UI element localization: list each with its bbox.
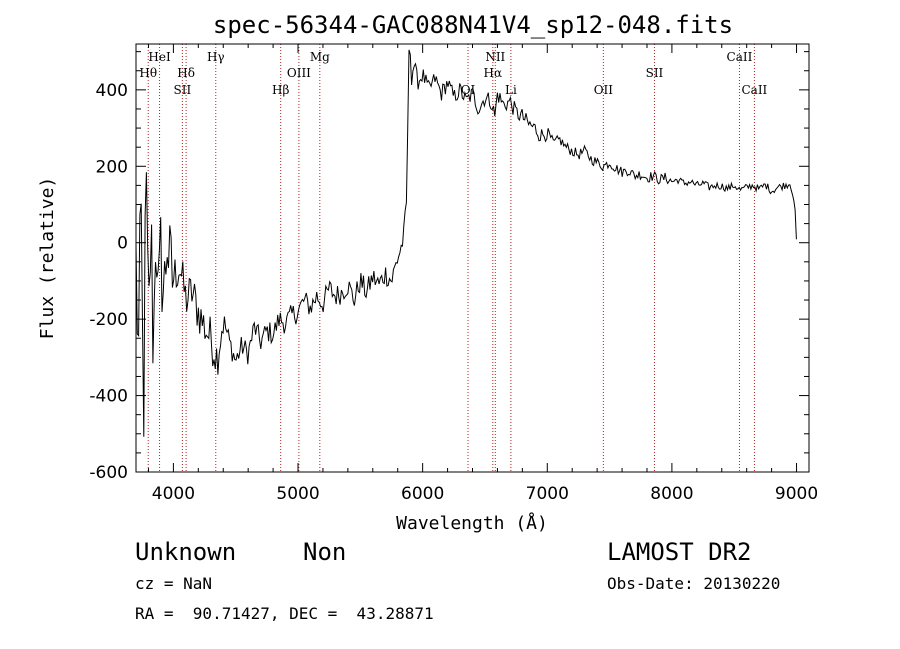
line-label-0: Hθ [139, 66, 157, 80]
plot-frame [135, 43, 810, 473]
y-tick-label-0: -600 [89, 463, 128, 483]
y-tick-label-4: 200 [96, 157, 128, 177]
line-label-15: CaII [741, 83, 767, 97]
line-label-1: HeI [148, 50, 171, 64]
object-class: Unknown [135, 538, 237, 566]
object-subclass: Non [303, 538, 347, 566]
sky-coordinates: RA = 90.71427, DEC = 43.28871 [135, 604, 434, 623]
y-tick-label-3: 0 [117, 234, 128, 254]
x-tick-label-4: 8000 [650, 484, 693, 504]
y-tick-label-2: -200 [89, 310, 128, 330]
x-tick-label-1: 5000 [276, 484, 319, 504]
observation-date: Obs-Date: 20130220 [607, 574, 781, 593]
line-label-6: OIII [287, 66, 311, 80]
line-label-3: SII [174, 83, 192, 97]
line-label-10: Hα [484, 66, 503, 80]
line-label-7: Mg [310, 50, 330, 64]
y-axis-label: Flux (relative) [37, 177, 58, 340]
line-label-2: Hδ [177, 66, 195, 80]
line-label-9: NII [485, 50, 505, 64]
y-tick-label-5: 400 [96, 81, 128, 101]
survey-name: LAMOST DR2 [607, 538, 752, 566]
line-label-4: Hγ [207, 50, 225, 64]
line-label-11: Li [505, 83, 517, 97]
x-tick-label-5: 9000 [775, 484, 818, 504]
x-tick-label-2: 6000 [401, 484, 444, 504]
y-tick-label-1: -400 [89, 387, 128, 407]
x-tick-label-0: 4000 [152, 484, 195, 504]
line-label-12: OII [594, 83, 614, 97]
x-tick-label-3: 7000 [526, 484, 569, 504]
spectrum-line [135, 49, 797, 437]
line-label-13: SII [646, 66, 664, 80]
chart-title: spec-56344-GAC088N41V4_sp12-048.fits [213, 11, 733, 39]
x-axis-label: Wavelength (Å) [396, 512, 548, 534]
line-label-14: CaII [727, 50, 753, 64]
redshift-cz: cz = NaN [135, 574, 213, 593]
axes: 4000 5000 6000 7000 8000 9000 -600 -400 -200 0 200… [89, 44, 818, 504]
line-label-5: Hβ [272, 83, 289, 97]
